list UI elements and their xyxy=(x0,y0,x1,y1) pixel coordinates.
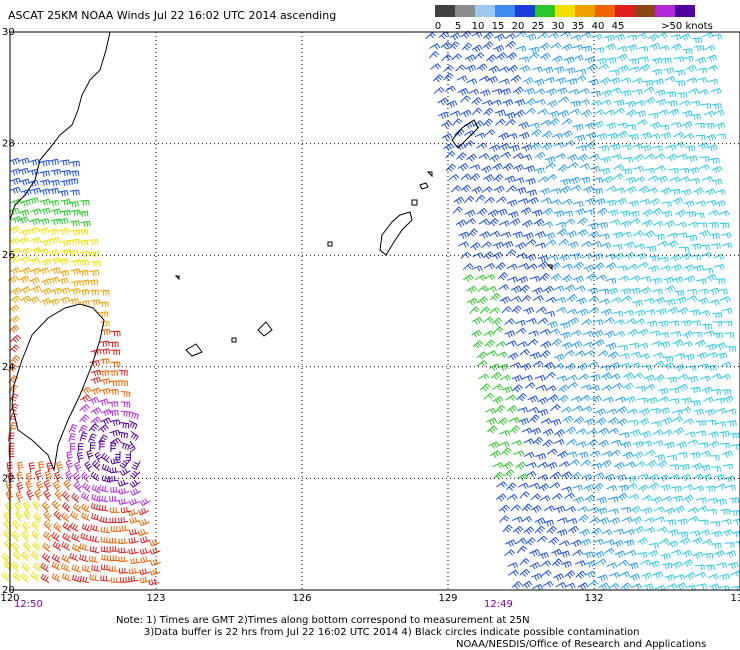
lat-tick-label: 22 xyxy=(2,473,15,484)
wind-barbs xyxy=(515,30,642,591)
pass-time: 12:50 xyxy=(14,599,43,610)
pass-time: 12:49 xyxy=(484,599,513,610)
taiwan xyxy=(11,303,105,472)
wind-barbs xyxy=(76,417,141,488)
legend-swatch xyxy=(575,5,595,17)
legend-swatch xyxy=(615,5,635,17)
china-coast xyxy=(9,31,111,221)
legend-swatch xyxy=(435,5,455,17)
wind-barbs xyxy=(5,324,161,584)
miyako xyxy=(257,321,273,337)
legend-swatch xyxy=(555,5,575,17)
lat-tick-label: 20 xyxy=(2,585,15,596)
legend-swatch xyxy=(595,5,615,17)
coastlines xyxy=(9,31,553,472)
note-line: 3)Data buffer is 22 hrs from Jul 22 16:0… xyxy=(144,627,640,638)
lon-tick-label: 129 xyxy=(438,593,457,604)
wind-barbs xyxy=(1,226,101,583)
legend-swatch xyxy=(675,5,695,17)
lon-tick-label: 123 xyxy=(146,593,165,604)
legend-swatch xyxy=(515,5,535,17)
legend-swatch xyxy=(475,5,495,17)
okinawa xyxy=(379,211,413,256)
wind-barbs xyxy=(65,396,151,506)
legend-label: >50 knots xyxy=(661,21,713,32)
ishigaki xyxy=(185,343,203,357)
legend-swatch xyxy=(535,5,555,17)
lat-tick-label: 28 xyxy=(2,139,15,150)
lon-tick-label: 132 xyxy=(584,593,603,604)
legend-swatch xyxy=(635,5,655,17)
note-line: Note: 1) Times are GMT 2)Times along bot… xyxy=(116,615,530,626)
lon-tick-label: 120 xyxy=(0,593,19,604)
legend-label: 15 xyxy=(492,21,505,32)
wind-barbs xyxy=(591,31,740,592)
map-title: ASCAT 25KM NOAA Winds Jul 22 16:02 UTC 2… xyxy=(8,9,336,22)
lon-tick-label: 126 xyxy=(292,593,311,604)
legend-swatch xyxy=(495,5,515,17)
legend-label: 20 xyxy=(512,21,525,32)
legend-label: 45 xyxy=(612,21,625,32)
wind-barbs xyxy=(7,267,110,327)
legend-label: 10 xyxy=(472,21,485,32)
lat-tick-label: 26 xyxy=(2,250,15,261)
legend-label: 25 xyxy=(532,21,545,32)
lon-tick-label: 135 xyxy=(730,593,740,604)
lat-tick-label: 30 xyxy=(2,27,15,38)
amami xyxy=(451,119,479,149)
legend-label: 40 xyxy=(592,21,605,32)
legend-label: 30 xyxy=(552,21,565,32)
credit: NOAA/NESDIS/Office of Research and Appli… xyxy=(456,639,706,650)
islands xyxy=(174,171,553,343)
map-frame xyxy=(9,31,740,591)
color-legend: 0 5 10 15 20 25 30 35 40 45 >50 knots xyxy=(435,5,713,32)
wind-barbs xyxy=(6,330,161,586)
legend-label: 0 xyxy=(435,21,441,32)
wind-barbs-layer xyxy=(1,30,740,592)
legend-swatch xyxy=(655,5,675,17)
legend-label: 35 xyxy=(572,21,585,32)
lat-tick-label: 24 xyxy=(2,362,15,373)
legend-label: 5 xyxy=(455,21,461,32)
legend-swatch xyxy=(455,5,475,17)
wind-barbs xyxy=(8,197,529,481)
wind-barbs xyxy=(9,30,589,591)
